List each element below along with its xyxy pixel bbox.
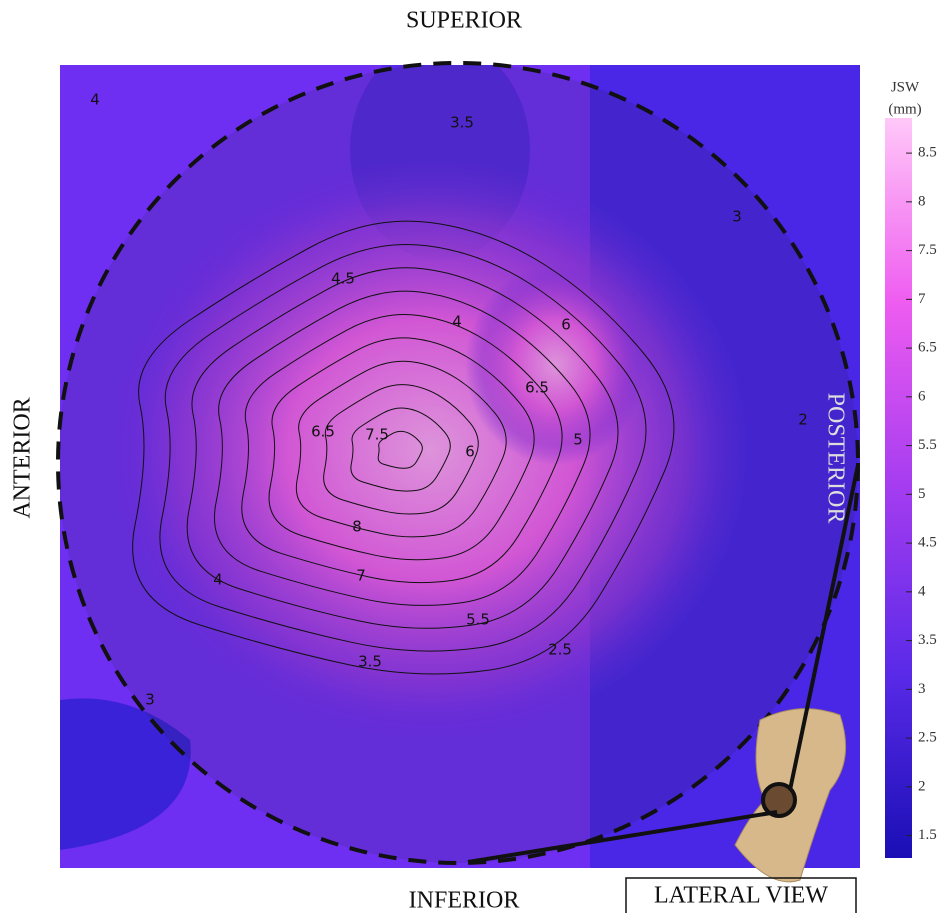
- colorbar-tick-label: 6: [918, 388, 926, 404]
- map: [58, 40, 860, 868]
- colorbar-tick-label: 2.5: [918, 730, 937, 746]
- colorbar-tick-label: 7: [918, 291, 926, 307]
- contour-label: 2.5: [548, 641, 572, 659]
- contour-label: 6: [561, 316, 571, 334]
- colorbar-tick-label: 3.5: [918, 632, 937, 648]
- contour-label: 5: [573, 431, 583, 449]
- contour-label: 3.5: [450, 114, 474, 132]
- contour-label: 6: [465, 443, 475, 461]
- contour-label: 7.5: [365, 426, 389, 444]
- superior-label: SUPERIOR: [406, 8, 522, 34]
- contour-label: 8: [352, 518, 362, 536]
- contour-label: 6.5: [525, 379, 549, 397]
- contour-label: 4.5: [331, 270, 355, 288]
- colorbar-tick-label: 5: [918, 486, 926, 502]
- inferior-label: INFERIOR: [409, 888, 520, 913]
- colorbar: [885, 118, 912, 858]
- contour-label: 2: [798, 411, 808, 429]
- colorbar-title: JSW: [891, 79, 920, 95]
- figure: SUPERIOR INFERIOR ANTERIOR POSTERIOR LAT…: [0, 0, 944, 913]
- colorbar-tick-label: 6.5: [918, 340, 937, 356]
- colorbar-title: (mm): [888, 101, 921, 117]
- contour-label: 6.5: [311, 423, 335, 441]
- anterior-label: ANTERIOR: [10, 397, 36, 518]
- contour-label: 7: [356, 567, 366, 585]
- colorbar-tick-label: 8: [918, 193, 926, 209]
- colorbar-tick-label: 1.5: [918, 827, 937, 843]
- contour-label: 3: [145, 691, 155, 709]
- colorbar-tick-label: 8.5: [918, 145, 937, 161]
- contour-label: 3: [732, 208, 742, 226]
- contour-label: 5.5: [466, 611, 490, 629]
- contour-label: 4: [452, 313, 462, 331]
- colorbar-tick-label: 5.5: [918, 437, 937, 453]
- bone-shadow: [58, 63, 858, 863]
- view-label: LATERAL VIEW: [654, 883, 828, 909]
- colorbar-tick-label: 7.5: [918, 242, 937, 258]
- contour-label: 4: [90, 91, 100, 109]
- colorbar-tick-label: 3: [918, 681, 926, 697]
- colorbar-tick-label: 2: [918, 778, 926, 794]
- contour-label: 4: [213, 571, 223, 589]
- posterior-label: POSTERIOR: [822, 393, 848, 524]
- contour-label: 3.5: [358, 653, 382, 671]
- colorbar-tick-label: 4.5: [918, 535, 937, 551]
- colorbar-tick-label: 4: [918, 583, 926, 599]
